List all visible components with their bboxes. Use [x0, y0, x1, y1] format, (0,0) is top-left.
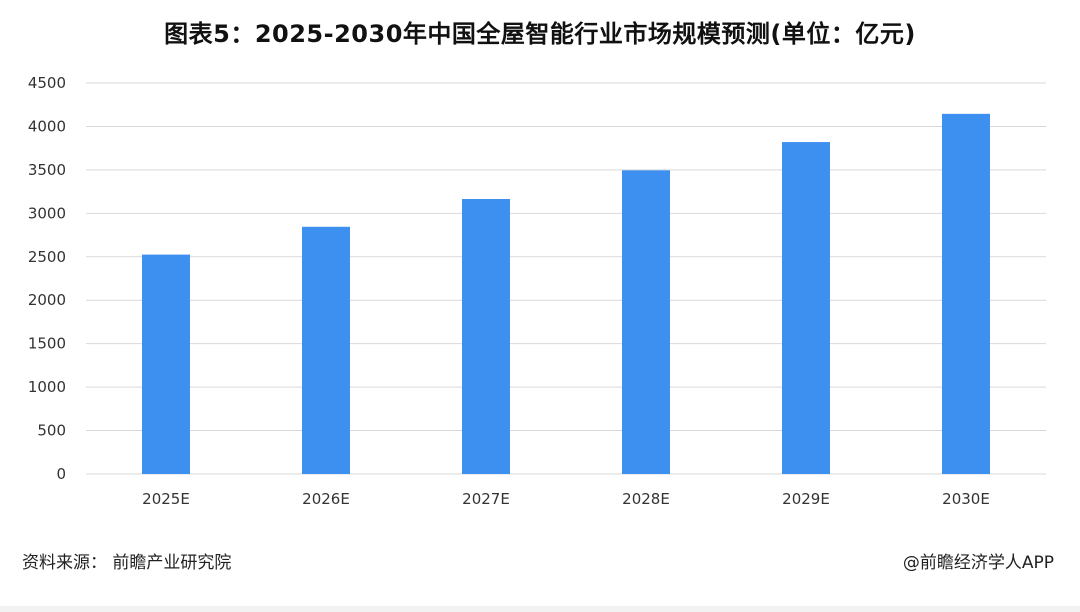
x-tick-label: 2030E: [942, 490, 990, 508]
x-tick-label: 2025E: [142, 490, 190, 508]
bar: [782, 142, 830, 474]
x-tick-label: 2028E: [622, 490, 670, 508]
x-tick-label: 2026E: [302, 490, 350, 508]
y-tick-label: 2500: [28, 248, 66, 266]
y-axis-labels: 0 500 1000 1500 2000 2500 3000 3500 4000 4500: [28, 74, 66, 483]
y-tick-label: 1000: [28, 378, 66, 396]
bottom-divider: [0, 606, 1080, 612]
bar: [622, 170, 670, 474]
bars: [142, 113, 990, 475]
x-axis-labels: 2025E 2026E 2027E 2028E 2029E 2030E: [142, 490, 990, 508]
y-tick-label: 500: [37, 422, 66, 440]
bar: [142, 254, 190, 474]
y-tick-label: 4500: [28, 74, 66, 92]
y-tick-label: 3500: [28, 161, 66, 179]
bar: [302, 226, 350, 474]
bar: [462, 198, 510, 474]
y-tick-label: 2000: [28, 291, 66, 309]
y-tick-label: 4000: [28, 117, 66, 135]
source-note: 资料来源： 前瞻产业研究院: [22, 553, 232, 573]
credit-note: @前瞻经济学人APP: [902, 553, 1054, 573]
bar: [942, 113, 990, 475]
x-tick-label: 2027E: [462, 490, 510, 508]
x-tick-label: 2029E: [782, 490, 830, 508]
chart-title: 图表5：2025-2030年中国全屋智能行业市场规模预测(单位：亿元): [164, 20, 916, 48]
gridlines: [86, 82, 1046, 475]
y-tick-label: 3000: [28, 204, 66, 222]
y-tick-label: 1500: [28, 335, 66, 353]
bar-chart: 0 500 1000 1500 2000 2500 3000 3500 4000 4500 202…: [28, 74, 1046, 508]
y-tick-label: 0: [56, 465, 66, 483]
